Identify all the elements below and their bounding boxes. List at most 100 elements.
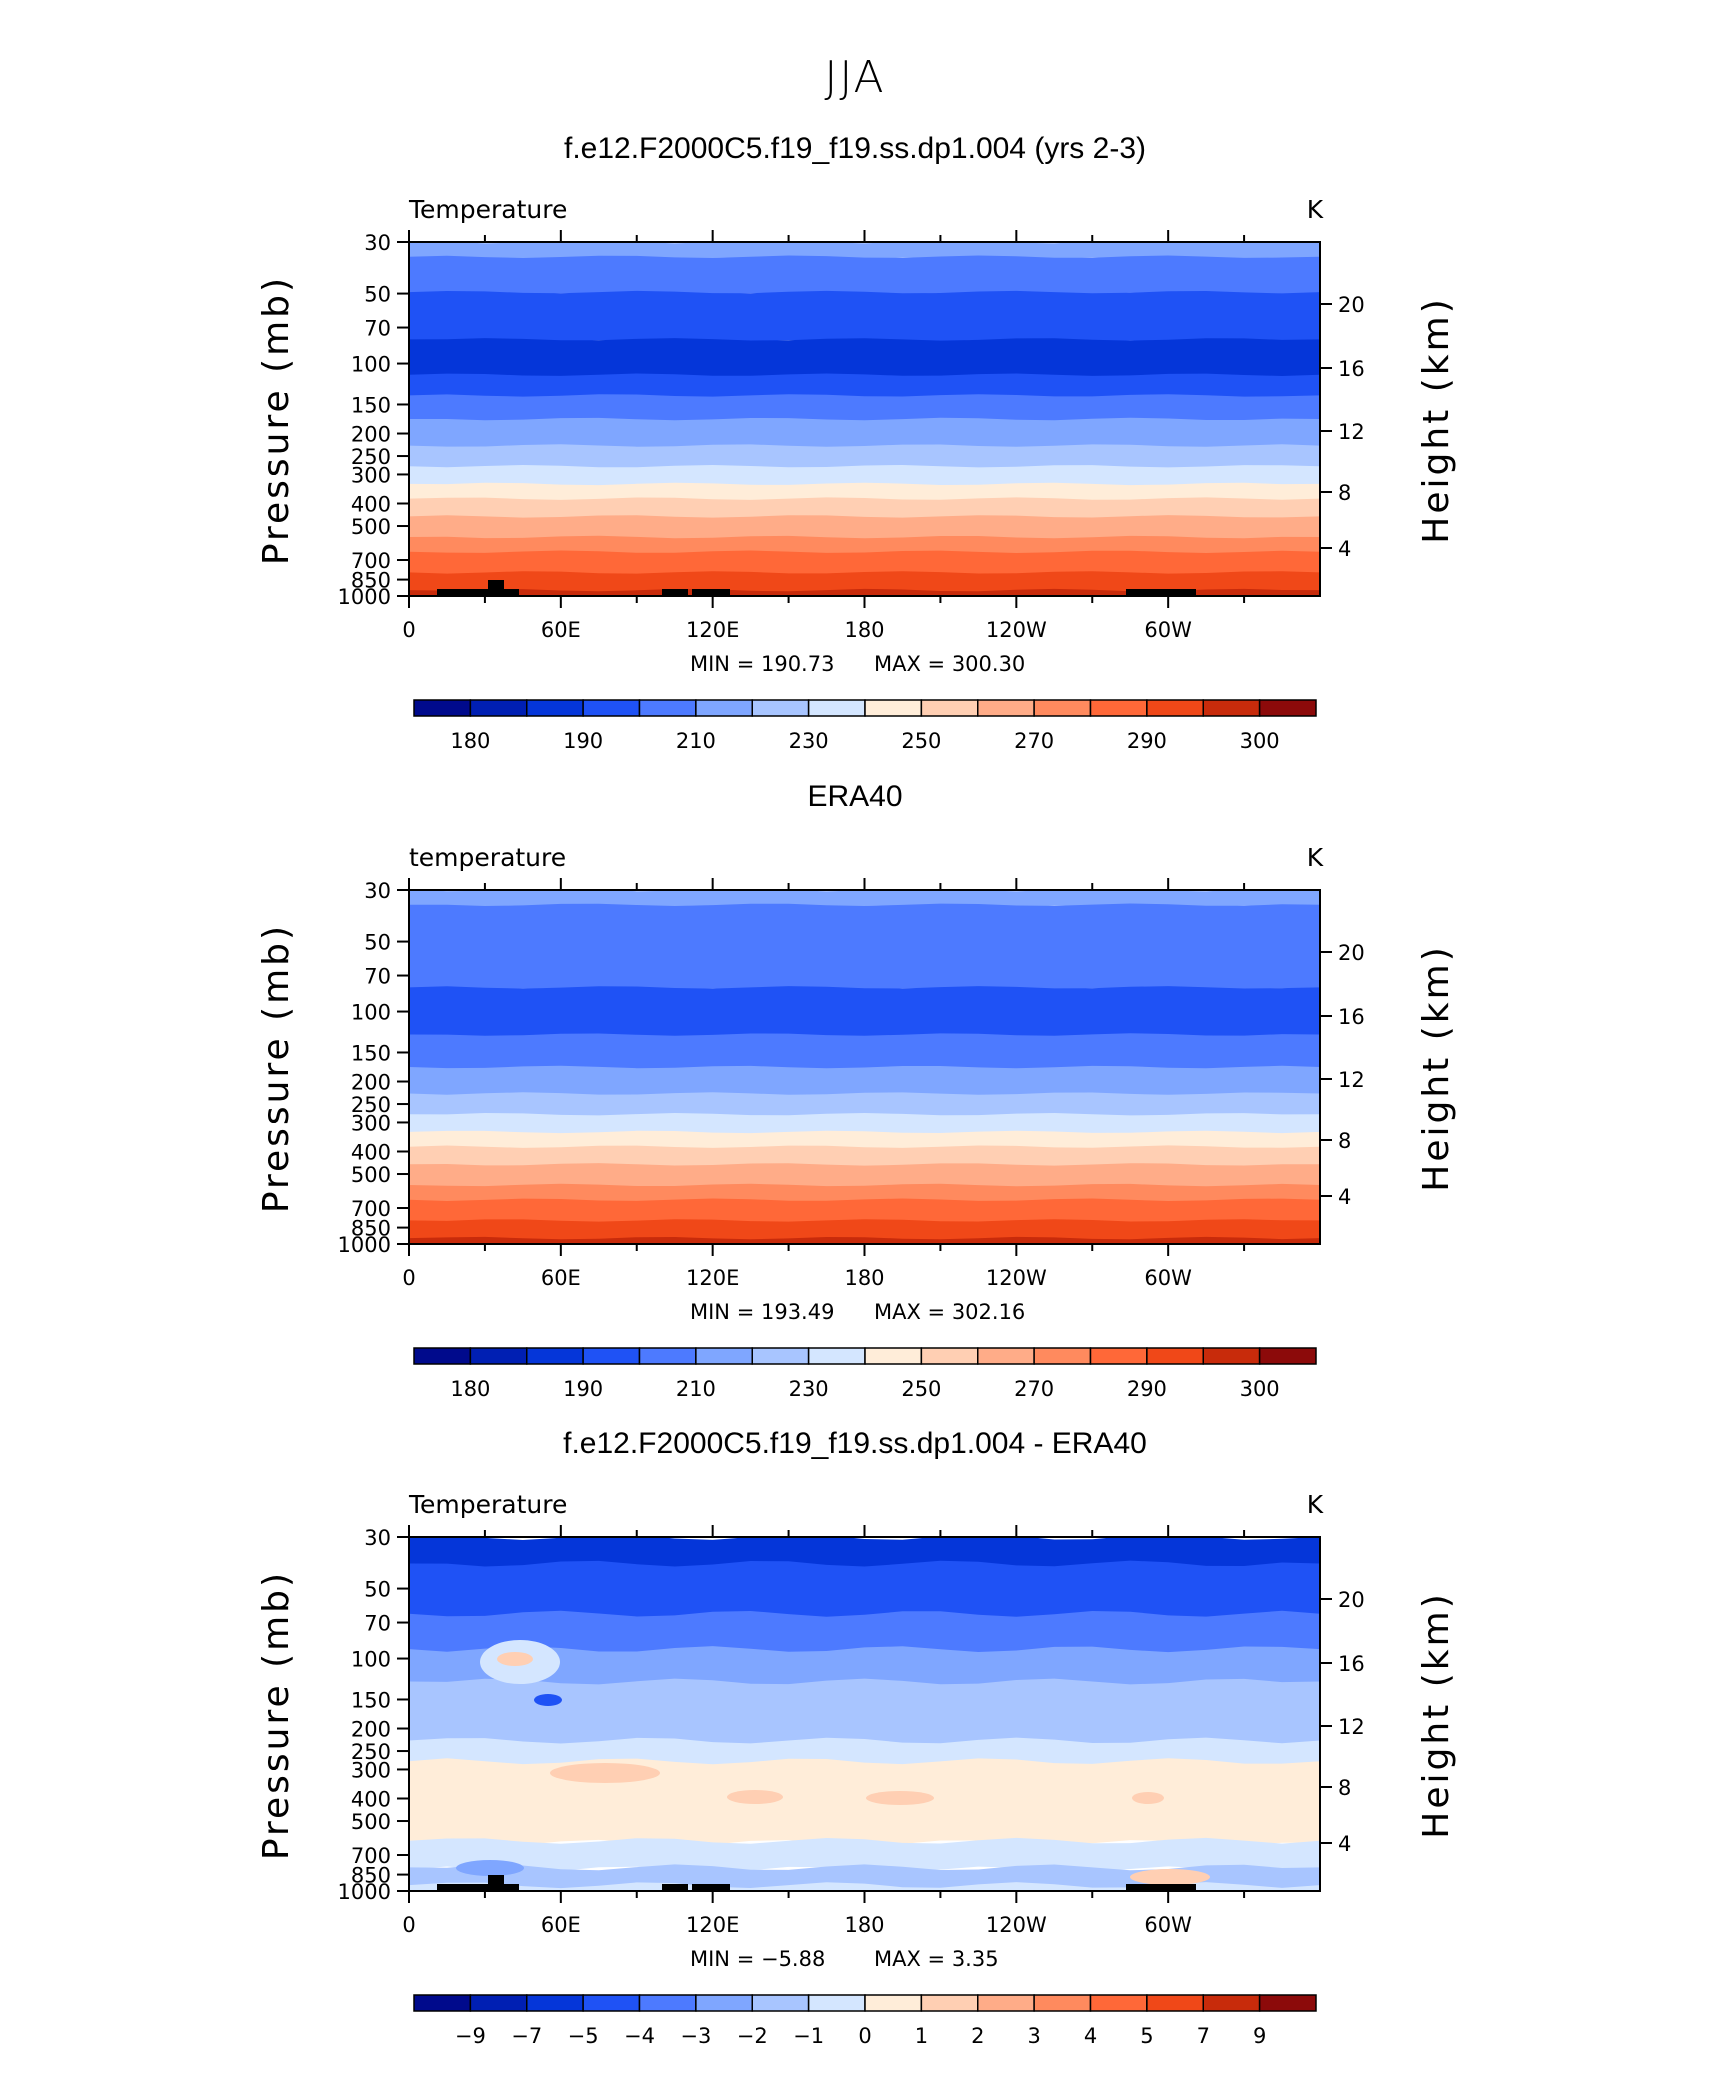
x-tick-label: 120E bbox=[686, 618, 739, 642]
colorbar-box bbox=[1202, 699, 1261, 717]
colorbar-box bbox=[977, 1994, 1035, 2012]
contour-blob bbox=[1130, 1869, 1210, 1885]
contour-blob bbox=[550, 1763, 660, 1783]
contour-band bbox=[409, 571, 1320, 594]
colorbar-box bbox=[582, 1347, 641, 1365]
topography bbox=[437, 589, 519, 596]
y2-tick-label: 4 bbox=[1338, 537, 1351, 561]
contour-band bbox=[409, 444, 1320, 470]
colorbar-label: −5 bbox=[568, 2024, 599, 2048]
y-tick-label: 300 bbox=[351, 1758, 391, 1782]
colorbar-box bbox=[638, 699, 697, 717]
contour-blob bbox=[456, 1860, 524, 1876]
topography bbox=[662, 589, 688, 596]
colorbar-box bbox=[638, 1994, 697, 2012]
y-tick-label: 70 bbox=[364, 317, 391, 341]
y-tick-label: 400 bbox=[351, 492, 391, 516]
contour-band bbox=[409, 588, 1320, 596]
topography bbox=[1126, 1884, 1196, 1891]
min-label: MIN = −5.88 bbox=[690, 1947, 825, 1971]
y-tick-label: 700 bbox=[351, 549, 391, 573]
colorbar-box bbox=[751, 699, 810, 717]
contour-band bbox=[409, 1092, 1320, 1118]
colorbar-label: 210 bbox=[676, 1377, 716, 1401]
contour-band bbox=[409, 515, 1320, 541]
colorbar-label: 300 bbox=[1240, 1377, 1280, 1401]
topography bbox=[692, 1884, 730, 1891]
y-tick-label: 500 bbox=[351, 1163, 391, 1187]
y-tick-label: 150 bbox=[351, 1041, 391, 1065]
y2-tick-label: 16 bbox=[1338, 357, 1365, 381]
y-tick-label: 250 bbox=[351, 1740, 391, 1764]
colorbar-box bbox=[920, 1994, 979, 2012]
y-tick-label: 250 bbox=[351, 1093, 391, 1117]
colorbar-label: 250 bbox=[901, 1377, 941, 1401]
x-tick-label: 60W bbox=[1144, 1266, 1192, 1290]
y2-tick-label: 20 bbox=[1338, 941, 1365, 965]
colorbar-label: 190 bbox=[563, 729, 603, 753]
x-tick-label: 60E bbox=[541, 618, 581, 642]
colorbar-box bbox=[1033, 1994, 1092, 2012]
contour-band bbox=[409, 373, 1320, 399]
colorbar-box bbox=[1089, 1994, 1148, 2012]
colorbar-box bbox=[1202, 1994, 1261, 2012]
contour-band bbox=[409, 903, 1320, 991]
panel-title: f.e12.F2000C5.f19_f19.ss.dp1.004 (yrs 2-… bbox=[564, 132, 1146, 165]
contour-blob bbox=[497, 1652, 533, 1666]
contour-field bbox=[409, 242, 1320, 596]
y-tick-label: 1000 bbox=[338, 1880, 391, 1904]
y2-tick-label: 20 bbox=[1338, 1588, 1365, 1612]
y-tick-label: 850 bbox=[351, 1217, 391, 1241]
y2-tick-label: 8 bbox=[1338, 1776, 1351, 1800]
x-tick-label: 0 bbox=[402, 1913, 415, 1937]
colorbar-label: 180 bbox=[450, 729, 490, 753]
topography bbox=[488, 580, 504, 596]
colorbar-box bbox=[751, 1347, 810, 1365]
x-tick-label: 0 bbox=[402, 1266, 415, 1290]
colorbar-box bbox=[469, 1994, 528, 2012]
colorbar-box bbox=[582, 699, 641, 717]
colorbar-box bbox=[469, 1347, 528, 1365]
y2-tick-label: 4 bbox=[1338, 1185, 1351, 1209]
colorbar-box bbox=[638, 1347, 697, 1365]
colorbar: −9 −7 −5 −4 −3 −2 −1 0 1 2 3 4 5 7 9 bbox=[413, 1994, 1317, 2048]
colorbar-label: −4 bbox=[624, 2024, 655, 2048]
y2-tick-label: 12 bbox=[1338, 1068, 1365, 1092]
topography bbox=[662, 1884, 688, 1891]
max-label: MAX = 300.30 bbox=[874, 652, 1025, 676]
y-axis-label: Pressure (mb) bbox=[256, 1570, 297, 1860]
colorbar-box bbox=[413, 699, 472, 717]
y-tick-label: 500 bbox=[351, 1810, 391, 1834]
y-tick-label: 100 bbox=[351, 1001, 391, 1025]
contour-blob bbox=[727, 1790, 783, 1804]
x-tick-label: 120W bbox=[986, 1266, 1047, 1290]
x-tick-label: 120E bbox=[686, 1913, 739, 1937]
colorbar-box bbox=[864, 1347, 923, 1365]
y-tick-label: 200 bbox=[351, 423, 391, 447]
colorbar-box bbox=[920, 1347, 979, 1365]
contour-band bbox=[409, 1113, 1320, 1136]
x-tick-label: 120E bbox=[686, 1266, 739, 1290]
x-tick-label: 60W bbox=[1144, 1913, 1192, 1937]
max-label: MAX = 302.16 bbox=[874, 1300, 1025, 1324]
x-tick-label: 0 bbox=[402, 618, 415, 642]
colorbar-box bbox=[413, 1347, 472, 1365]
colorbar-label: 190 bbox=[563, 1377, 603, 1401]
y-tick-label: 50 bbox=[364, 283, 391, 307]
colorbar-box bbox=[526, 1994, 584, 2012]
contour-band bbox=[409, 1033, 1320, 1071]
colorbar-box bbox=[526, 1347, 584, 1365]
colorbar-label: 230 bbox=[789, 1377, 829, 1401]
panel-1: f.e12.F2000C5.f19_f19.ss.dp1.004 (yrs 2-… bbox=[256, 132, 1457, 753]
colorbar-label: −7 bbox=[511, 2024, 542, 2048]
y-tick-label: 250 bbox=[351, 445, 391, 469]
colorbar-box bbox=[1033, 699, 1092, 717]
colorbar-box bbox=[864, 699, 923, 717]
contour-band bbox=[409, 1130, 1320, 1150]
contour-band bbox=[409, 417, 1320, 449]
panel-3: f.e12.F2000C5.f19_f19.ss.dp1.004 - ERA40… bbox=[256, 1427, 1457, 2048]
contour-band bbox=[409, 1537, 1320, 1569]
y-tick-label: 850 bbox=[351, 1864, 391, 1888]
y2-axis-label: Height (km) bbox=[1416, 944, 1457, 1191]
colorbar-label: −2 bbox=[737, 2024, 768, 2048]
